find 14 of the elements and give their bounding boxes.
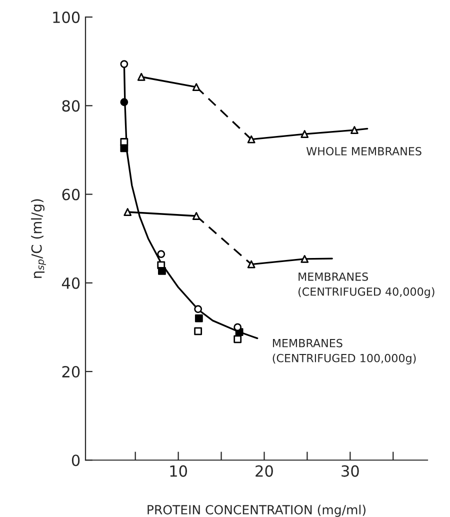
y-tick-label: 0 — [72, 454, 80, 466]
x-tick-label: 20 — [256, 465, 273, 477]
x-tick-label: 10 — [170, 465, 188, 477]
x-axis-title: PROTEIN CONCENTRATION (mg/ml) — [148, 504, 366, 517]
y-tick-label: 20 — [62, 366, 80, 378]
y-tick-label: 40 — [62, 277, 80, 289]
annotation: MEMBRANES (CENTRIFUGED 40,000g) — [298, 272, 434, 298]
y-tick-label: 100 — [53, 12, 80, 24]
annotation: WHOLE MEMBRANES — [306, 147, 422, 156]
y-tick-label: 60 — [62, 188, 80, 200]
x-tick-label: 30 — [342, 465, 359, 477]
y-tick-label: 80 — [62, 100, 80, 112]
y-axis-title: η$_{sp}$/C (ml/g) — [31, 199, 46, 278]
annotation: MEMBRANES (CENTRIFUGED 100,000g) — [272, 338, 416, 364]
